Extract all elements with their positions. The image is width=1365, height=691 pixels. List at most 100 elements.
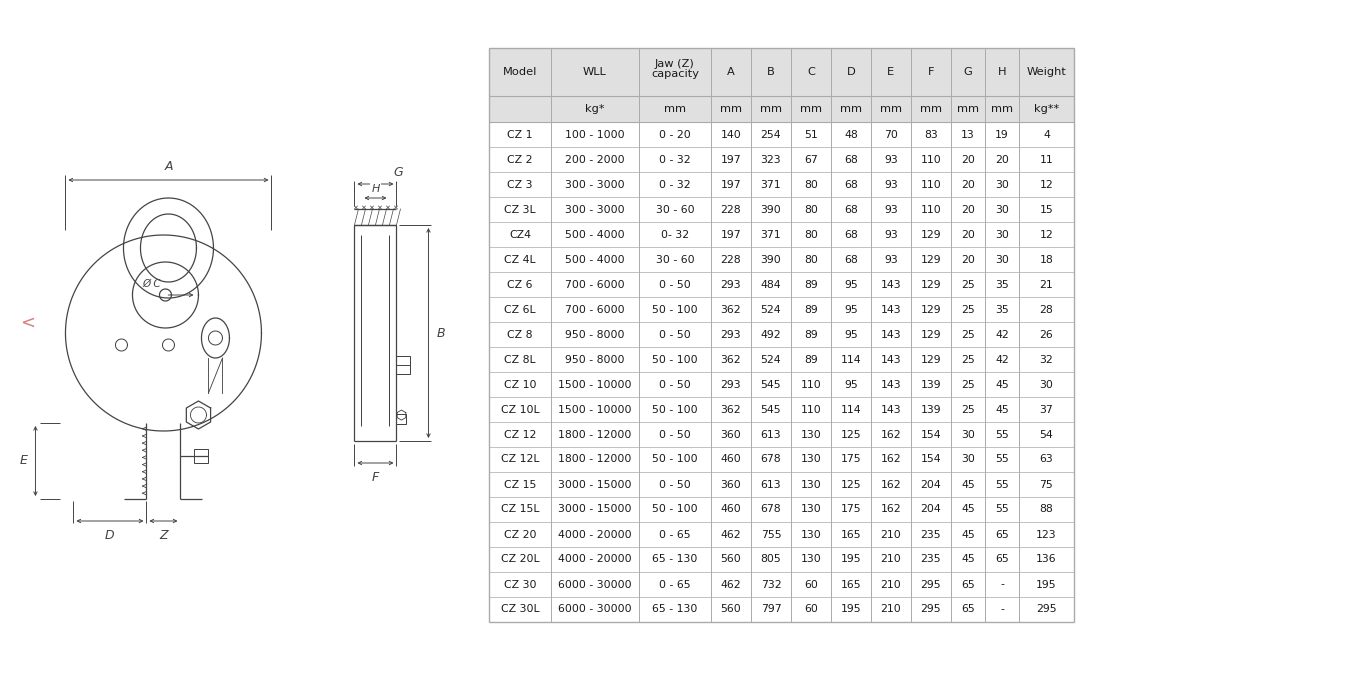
Text: 45: 45 bbox=[961, 480, 975, 489]
Text: 75: 75 bbox=[1040, 480, 1054, 489]
Text: 30: 30 bbox=[995, 229, 1009, 240]
Text: 35: 35 bbox=[995, 279, 1009, 290]
Text: 21: 21 bbox=[1040, 279, 1054, 290]
Text: 35: 35 bbox=[995, 305, 1009, 314]
Text: 154: 154 bbox=[920, 430, 942, 439]
Text: 3000 - 15000: 3000 - 15000 bbox=[558, 480, 632, 489]
Text: mm: mm bbox=[957, 104, 979, 114]
Text: 65: 65 bbox=[995, 529, 1009, 540]
Text: 140: 140 bbox=[721, 129, 741, 140]
Text: 678: 678 bbox=[760, 455, 781, 464]
Text: 797: 797 bbox=[760, 605, 781, 614]
Text: 210: 210 bbox=[880, 605, 901, 614]
Text: 123: 123 bbox=[1036, 529, 1057, 540]
Text: 293: 293 bbox=[721, 330, 741, 339]
Text: 129: 129 bbox=[920, 229, 942, 240]
Text: 204: 204 bbox=[920, 480, 942, 489]
Text: 0 - 50: 0 - 50 bbox=[659, 430, 691, 439]
Text: 755: 755 bbox=[760, 529, 781, 540]
Text: 50 - 100: 50 - 100 bbox=[652, 504, 698, 515]
Text: 293: 293 bbox=[721, 279, 741, 290]
Text: 700 - 6000: 700 - 6000 bbox=[565, 279, 625, 290]
Text: 143: 143 bbox=[880, 404, 901, 415]
Text: H: H bbox=[371, 184, 379, 194]
Text: 54: 54 bbox=[1040, 430, 1054, 439]
Text: 70: 70 bbox=[885, 129, 898, 140]
Bar bbox=[396, 357, 411, 375]
Text: Model: Model bbox=[502, 67, 536, 77]
Text: 55: 55 bbox=[995, 480, 1009, 489]
Text: 110: 110 bbox=[800, 379, 822, 390]
Text: mm: mm bbox=[800, 104, 822, 114]
Text: CZ 3: CZ 3 bbox=[508, 180, 532, 189]
Text: CZ 6: CZ 6 bbox=[508, 279, 532, 290]
Text: 0 - 50: 0 - 50 bbox=[659, 330, 691, 339]
Text: mm: mm bbox=[991, 104, 1013, 114]
Text: 30: 30 bbox=[961, 455, 975, 464]
Text: D: D bbox=[105, 529, 115, 542]
Text: 360: 360 bbox=[721, 430, 741, 439]
Text: 805: 805 bbox=[760, 554, 781, 565]
Text: 42: 42 bbox=[995, 330, 1009, 339]
Text: CZ 20: CZ 20 bbox=[504, 529, 536, 540]
Text: 25: 25 bbox=[961, 354, 975, 364]
Text: 295: 295 bbox=[920, 605, 942, 614]
Text: 1500 - 10000: 1500 - 10000 bbox=[558, 404, 632, 415]
Text: 1800 - 12000: 1800 - 12000 bbox=[558, 455, 632, 464]
Text: 0- 32: 0- 32 bbox=[661, 229, 689, 240]
Text: 65: 65 bbox=[961, 580, 975, 589]
Text: mm: mm bbox=[760, 104, 782, 114]
Text: 45: 45 bbox=[995, 379, 1009, 390]
Text: 83: 83 bbox=[924, 129, 938, 140]
Text: 25: 25 bbox=[961, 279, 975, 290]
Text: 20: 20 bbox=[961, 155, 975, 164]
Text: kg**: kg** bbox=[1033, 104, 1059, 114]
Text: 20: 20 bbox=[961, 205, 975, 214]
Text: 390: 390 bbox=[760, 254, 781, 265]
Text: 139: 139 bbox=[920, 379, 942, 390]
Text: 50 - 100: 50 - 100 bbox=[652, 354, 698, 364]
Text: 130: 130 bbox=[800, 480, 822, 489]
Text: 143: 143 bbox=[880, 379, 901, 390]
Text: 524: 524 bbox=[760, 354, 781, 364]
Text: 500 - 4000: 500 - 4000 bbox=[565, 229, 625, 240]
Text: 37: 37 bbox=[1040, 404, 1054, 415]
Text: 89: 89 bbox=[804, 279, 818, 290]
Text: B: B bbox=[437, 327, 445, 339]
Text: 323: 323 bbox=[760, 155, 781, 164]
Text: 45: 45 bbox=[961, 529, 975, 540]
Text: 143: 143 bbox=[880, 330, 901, 339]
Text: 300 - 3000: 300 - 3000 bbox=[565, 180, 625, 189]
Text: 524: 524 bbox=[760, 305, 781, 314]
Text: 100 - 1000: 100 - 1000 bbox=[565, 129, 625, 140]
Text: C: C bbox=[807, 67, 815, 77]
Text: 13: 13 bbox=[961, 129, 975, 140]
Text: 45: 45 bbox=[961, 504, 975, 515]
Text: 50 - 100: 50 - 100 bbox=[652, 455, 698, 464]
Text: 68: 68 bbox=[844, 229, 857, 240]
Text: mm: mm bbox=[663, 104, 687, 114]
Text: 45: 45 bbox=[961, 554, 975, 565]
Text: CZ 20L: CZ 20L bbox=[501, 554, 539, 565]
Text: 254: 254 bbox=[760, 129, 781, 140]
Text: B: B bbox=[767, 67, 775, 77]
Text: 130: 130 bbox=[800, 504, 822, 515]
Text: capacity: capacity bbox=[651, 69, 699, 79]
Text: 362: 362 bbox=[721, 404, 741, 415]
Text: 125: 125 bbox=[841, 480, 861, 489]
Text: 60: 60 bbox=[804, 605, 818, 614]
Text: 195: 195 bbox=[841, 554, 861, 565]
Text: 139: 139 bbox=[920, 404, 942, 415]
Text: 300 - 3000: 300 - 3000 bbox=[565, 205, 625, 214]
Text: 114: 114 bbox=[841, 354, 861, 364]
Text: 55: 55 bbox=[995, 430, 1009, 439]
Text: 12: 12 bbox=[1040, 180, 1054, 189]
Text: 95: 95 bbox=[844, 279, 857, 290]
Text: 89: 89 bbox=[804, 305, 818, 314]
Text: CZ 4L: CZ 4L bbox=[504, 254, 535, 265]
Text: 19: 19 bbox=[995, 129, 1009, 140]
Text: 143: 143 bbox=[880, 305, 901, 314]
Text: CZ 30: CZ 30 bbox=[504, 580, 536, 589]
Text: 484: 484 bbox=[760, 279, 781, 290]
Text: 0 - 50: 0 - 50 bbox=[659, 379, 691, 390]
